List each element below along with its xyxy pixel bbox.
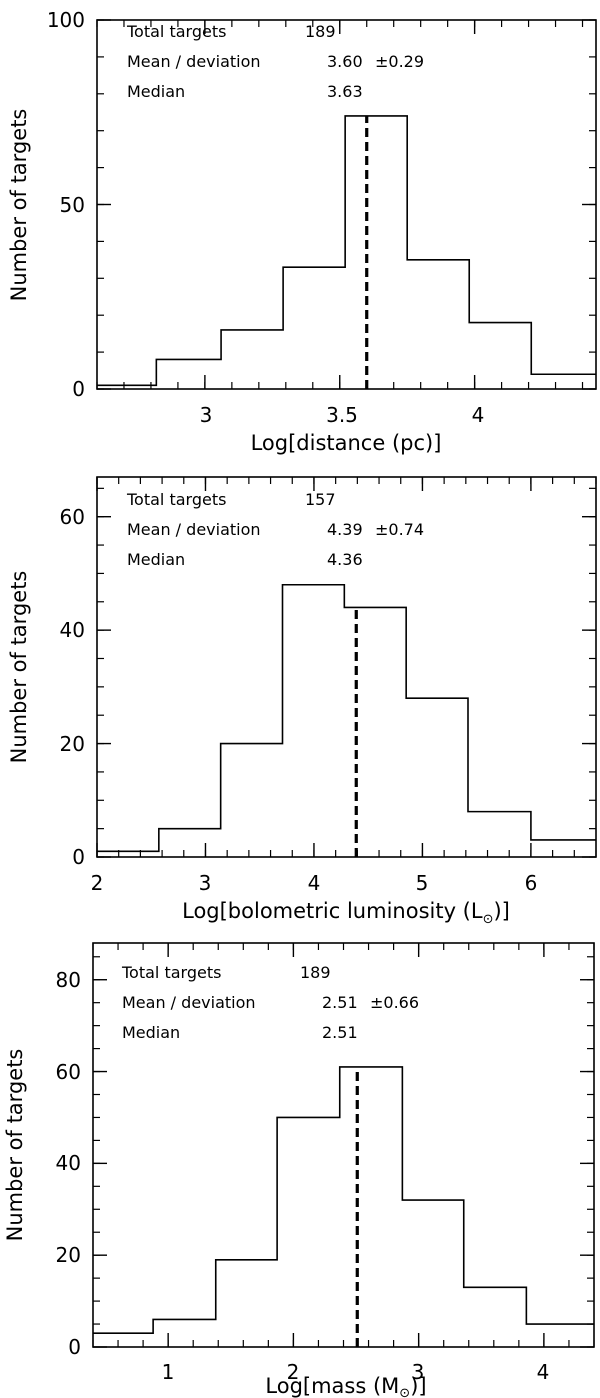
- x-tick-label: 4: [472, 403, 485, 427]
- stat-total-value: 189: [305, 22, 336, 41]
- x-tick-label: 4: [537, 1360, 550, 1384]
- stat-mean-label: Mean / deviation: [127, 520, 261, 539]
- stat-median-value: 4.36: [327, 550, 363, 569]
- y-tick-label: 50: [60, 193, 85, 217]
- x-tick-label: 3.5: [326, 403, 358, 427]
- stat-median-value: 2.51: [322, 1023, 358, 1042]
- y-tick-label: 20: [60, 732, 85, 756]
- stat-mean-value: 3.60: [327, 52, 363, 71]
- stat-deviation-value: ±0.74: [375, 520, 424, 539]
- stat-median-label: Median: [127, 550, 185, 569]
- y-minor-ticks: [97, 19, 596, 390]
- x-tick-label: 3: [199, 871, 212, 895]
- x-axis-label-close: )]: [410, 1374, 426, 1398]
- plot-frame: [96, 476, 597, 858]
- stat-total-label: Total targets: [126, 490, 226, 509]
- panel-distance: Total targets 189 Mean / deviation 3.60 …: [7, 8, 597, 455]
- plot-frame: [96, 19, 597, 390]
- x-major-ticks: [167, 943, 545, 1347]
- stat-median-label: Median: [127, 82, 185, 101]
- stat-total-label: Total targets: [121, 963, 221, 982]
- histogram-outline: [97, 115, 596, 387]
- y-tick-label: 80: [56, 968, 81, 992]
- stat-total-label: Total targets: [126, 22, 226, 41]
- x-tick-label: 3: [412, 1360, 425, 1384]
- stat-deviation-value: ±0.66: [370, 993, 419, 1012]
- x-tick-label: 4: [308, 871, 321, 895]
- x-major-ticks: [204, 20, 476, 389]
- x-major-ticks: [96, 477, 532, 857]
- x-axis-label: Log[distance (pc)]: [251, 431, 442, 455]
- stat-mean-value: 4.39: [327, 520, 363, 539]
- y-axis-label: Number of targets: [7, 571, 31, 764]
- y-minor-ticks: [93, 956, 594, 1348]
- histogram-outline: [97, 583, 596, 853]
- x-axis-label-main: Log[bolometric luminosity (L: [182, 899, 483, 923]
- stat-total-value: 157: [305, 490, 336, 509]
- sun-symbol: ⊙: [483, 912, 494, 927]
- x-tick-label: 5: [416, 871, 429, 895]
- y-tick-label: 0: [72, 377, 85, 401]
- stat-deviation-value: ±0.29: [375, 52, 424, 71]
- panel-mass: Total targets 189 Mean / deviation 2.51 …: [3, 942, 595, 1398]
- stat-median-value: 3.63: [327, 82, 363, 101]
- x-tick-label: 3: [200, 403, 213, 427]
- x-axis-label-close: )]: [493, 899, 509, 923]
- x-axis-label-main: Log[mass (M: [265, 1374, 399, 1398]
- y-axis-label: Number of targets: [3, 1049, 27, 1242]
- histogram-outline: [93, 1066, 594, 1335]
- x-minor-ticks: [96, 20, 584, 389]
- y-tick-label: 60: [56, 1060, 81, 1084]
- x-tick-label: 6: [525, 871, 538, 895]
- stat-mean-value: 2.51: [322, 993, 358, 1012]
- y-tick-label: 60: [60, 505, 85, 529]
- y-tick-label: 100: [47, 8, 85, 32]
- y-tick-label: 40: [60, 618, 85, 642]
- y-minor-ticks: [97, 487, 596, 858]
- x-tick-label: 2: [287, 1360, 300, 1384]
- stat-mean-label: Mean / deviation: [122, 993, 256, 1012]
- y-major-ticks: [97, 516, 596, 858]
- stat-median-label: Median: [122, 1023, 180, 1042]
- x-tick-label: 2: [91, 871, 104, 895]
- y-major-ticks: [97, 19, 596, 390]
- x-axis-label: Log[bolometric luminosity (L⊙)]: [182, 899, 510, 927]
- y-major-ticks: [93, 979, 594, 1348]
- y-tick-label: 0: [68, 1335, 81, 1359]
- x-tick-label: 1: [162, 1360, 175, 1384]
- y-tick-label: 20: [56, 1243, 81, 1267]
- x-axis-label: Log[mass (M⊙)]: [265, 1374, 426, 1398]
- panel-luminosity: Total targets 157 Mean / deviation 4.39 …: [7, 476, 597, 927]
- stat-mean-label: Mean / deviation: [127, 52, 261, 71]
- y-tick-label: 40: [56, 1151, 81, 1175]
- y-tick-label: 0: [72, 845, 85, 869]
- y-axis-label: Number of targets: [7, 109, 31, 302]
- stat-total-value: 189: [300, 963, 331, 982]
- sun-symbol: ⊙: [399, 1386, 410, 1398]
